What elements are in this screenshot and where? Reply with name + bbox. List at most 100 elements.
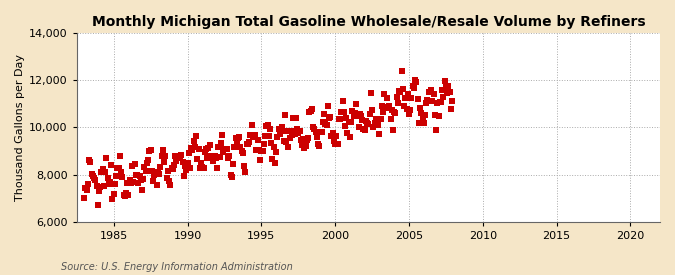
Point (364, 112, 375, 116)
Point (205, 154, 216, 158)
Point (233, 136, 244, 140)
Point (178, 160, 188, 164)
Point (139, 165, 150, 169)
Point (298, 137, 308, 142)
Point (254, 147, 265, 152)
Point (79, 196, 90, 200)
Point (404, 112, 414, 116)
Point (151, 183, 162, 188)
Point (372, 122, 383, 127)
Y-axis label: Thousand Gallons per Day: Thousand Gallons per Day (15, 54, 25, 201)
Point (155, 165, 166, 169)
Point (234, 135, 244, 139)
Point (115, 170, 126, 175)
Point (284, 136, 295, 141)
Point (344, 135, 355, 140)
Point (326, 133, 337, 138)
Point (296, 138, 306, 142)
Point (148, 179, 159, 183)
Point (357, 117, 368, 122)
Point (432, 100, 443, 105)
Point (167, 167, 178, 171)
Point (215, 141, 226, 145)
Point (149, 173, 160, 177)
Point (410, 78, 421, 82)
Point (439, 79, 450, 84)
Point (245, 133, 256, 138)
Point (329, 139, 340, 143)
Point (332, 142, 343, 146)
Point (393, 101, 404, 105)
Point (269, 161, 280, 165)
Point (159, 160, 169, 164)
Point (416, 111, 427, 115)
Point (321, 123, 332, 128)
Point (320, 122, 331, 127)
Point (286, 129, 296, 133)
Point (127, 164, 138, 168)
Point (199, 150, 210, 154)
Point (225, 172, 236, 177)
Point (172, 156, 183, 160)
Point (437, 87, 448, 92)
Point (176, 153, 187, 157)
Point (220, 146, 231, 151)
Point (241, 142, 252, 146)
Point (134, 174, 145, 179)
Point (377, 104, 387, 108)
Point (146, 169, 157, 173)
Point (200, 147, 211, 152)
Point (254, 158, 265, 162)
Point (259, 142, 269, 146)
Point (446, 107, 456, 111)
Point (441, 90, 452, 95)
Point (314, 144, 325, 148)
Point (262, 122, 273, 127)
Point (346, 120, 356, 124)
Point (113, 166, 124, 170)
Point (435, 100, 446, 104)
Point (418, 120, 429, 125)
Point (359, 128, 370, 132)
Point (435, 100, 446, 104)
Point (347, 109, 358, 113)
Point (248, 134, 259, 139)
Point (265, 127, 275, 131)
Point (315, 130, 326, 134)
Point (244, 140, 254, 144)
Point (101, 156, 112, 160)
Point (122, 181, 133, 185)
Point (96, 170, 107, 174)
Point (86, 171, 97, 176)
Point (350, 111, 360, 115)
Point (421, 101, 431, 106)
Point (238, 151, 248, 155)
Point (85, 160, 96, 165)
Point (123, 193, 134, 197)
Point (296, 143, 307, 147)
Point (305, 109, 316, 113)
Point (302, 136, 313, 140)
Point (250, 132, 261, 137)
Point (299, 146, 310, 150)
Point (99, 184, 109, 189)
Point (325, 115, 335, 119)
Point (190, 145, 200, 150)
Point (218, 150, 229, 154)
Point (91, 184, 102, 188)
Point (385, 117, 396, 122)
Point (407, 84, 418, 89)
Point (398, 87, 408, 91)
Point (293, 130, 304, 135)
Point (271, 150, 281, 154)
Point (408, 86, 419, 91)
Point (395, 89, 406, 94)
Point (132, 172, 142, 177)
Point (129, 161, 140, 166)
Point (224, 153, 235, 158)
Point (433, 114, 444, 118)
Point (88, 176, 99, 180)
Point (193, 147, 204, 151)
Point (336, 110, 347, 114)
Point (431, 127, 441, 132)
